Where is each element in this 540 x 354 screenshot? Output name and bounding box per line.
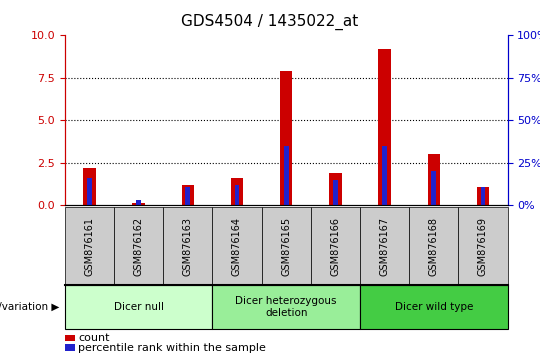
- Text: genotype/variation ▶: genotype/variation ▶: [0, 302, 59, 312]
- Text: GSM876165: GSM876165: [281, 216, 291, 276]
- Bar: [280, 71, 292, 205]
- Bar: [431, 171, 436, 205]
- Text: Dicer null: Dicer null: [113, 302, 164, 312]
- Text: GSM876168: GSM876168: [429, 217, 439, 275]
- Bar: [181, 185, 194, 205]
- Bar: [481, 187, 485, 205]
- Bar: [234, 185, 239, 205]
- Text: GDS4504 / 1435022_at: GDS4504 / 1435022_at: [181, 14, 359, 30]
- Bar: [477, 187, 489, 205]
- Text: count: count: [78, 333, 110, 343]
- Bar: [132, 203, 145, 205]
- Text: GSM876166: GSM876166: [330, 217, 340, 275]
- Bar: [87, 178, 92, 205]
- Bar: [329, 173, 341, 205]
- Text: GSM876167: GSM876167: [380, 216, 389, 276]
- Bar: [136, 200, 141, 205]
- Text: Dicer heterozygous
deletion: Dicer heterozygous deletion: [235, 296, 337, 318]
- Text: GSM876162: GSM876162: [133, 216, 144, 276]
- Bar: [382, 146, 387, 205]
- Bar: [185, 187, 190, 205]
- Bar: [379, 49, 391, 205]
- Bar: [333, 180, 338, 205]
- Text: GSM876161: GSM876161: [84, 217, 94, 275]
- Bar: [284, 146, 289, 205]
- Text: GSM876164: GSM876164: [232, 217, 242, 275]
- Text: GSM876163: GSM876163: [183, 217, 193, 275]
- Text: percentile rank within the sample: percentile rank within the sample: [78, 343, 266, 353]
- Bar: [83, 168, 96, 205]
- Bar: [231, 178, 243, 205]
- Bar: [428, 154, 440, 205]
- Text: GSM876169: GSM876169: [478, 217, 488, 275]
- Text: Dicer wild type: Dicer wild type: [395, 302, 473, 312]
